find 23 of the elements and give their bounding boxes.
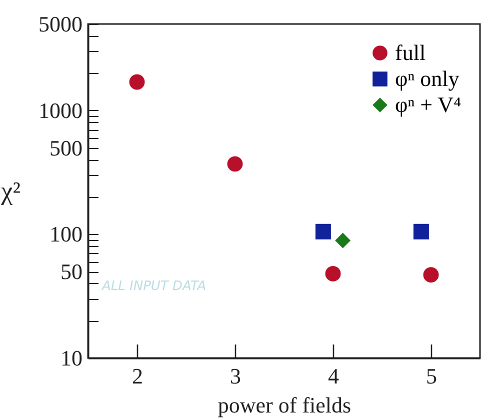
point	[335, 232, 351, 248]
point	[227, 156, 243, 172]
y-tick-label: 1000	[38, 98, 82, 123]
legend-label: φⁿ + V⁴	[395, 92, 462, 117]
x-tick-label: 4	[328, 364, 339, 388]
legend-label: full	[395, 40, 426, 65]
point	[129, 74, 145, 90]
point	[315, 224, 331, 240]
x-tick-label: 5	[426, 364, 437, 388]
point	[325, 266, 341, 282]
y-tick-label: 10	[60, 346, 82, 370]
legend-label: φⁿ only	[395, 66, 460, 91]
x-tick-label: 2	[132, 364, 143, 388]
y-tick-label: 50	[60, 259, 82, 284]
point	[413, 224, 429, 240]
x-tick-label: 3	[230, 364, 241, 388]
y-tick-label: 5000	[38, 12, 82, 36]
annotation: ALL INPUT DATA	[101, 279, 206, 294]
y-tick-label: 500	[50, 135, 82, 160]
point	[423, 267, 439, 283]
y-tick-label: 100	[50, 222, 82, 247]
y-axis-title: χ²	[0, 176, 21, 206]
x-axis-title: power of fields	[218, 392, 352, 418]
